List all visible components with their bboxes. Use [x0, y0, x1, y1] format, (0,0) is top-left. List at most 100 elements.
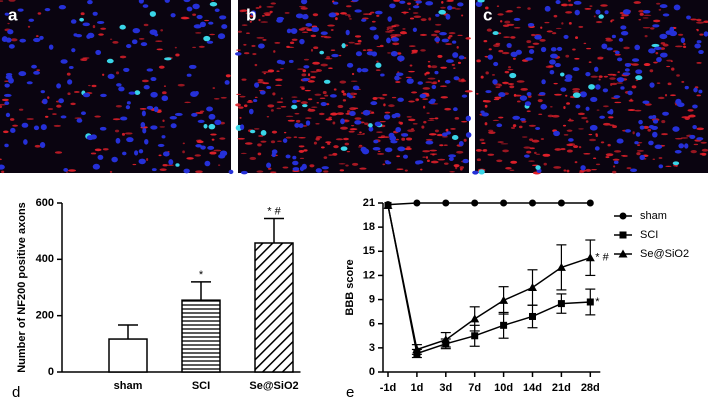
nucleus: [609, 108, 614, 115]
axon: [320, 146, 325, 149]
axon: [1, 170, 5, 174]
axon: [421, 125, 425, 129]
axon: [339, 80, 347, 84]
axon: [488, 129, 494, 132]
axon: [362, 49, 367, 51]
axon: [598, 75, 603, 78]
marker: [413, 199, 421, 207]
nucleus: [675, 98, 682, 105]
axon: [701, 148, 708, 152]
nucleus: [195, 144, 202, 148]
nucleus: [415, 0, 423, 4]
axon: [440, 66, 447, 69]
axon: [605, 37, 612, 40]
nucleus: [535, 126, 541, 131]
axon: [339, 169, 345, 172]
nucleus: [493, 61, 499, 67]
nucleus: [653, 46, 662, 51]
axon: [578, 128, 584, 130]
axon: [441, 135, 448, 138]
nucleus: [630, 168, 638, 172]
axon: [132, 163, 137, 166]
axon: [565, 94, 568, 97]
nucleus: [540, 46, 547, 53]
nucleus: [175, 163, 180, 167]
axon: [80, 58, 84, 61]
axon: [270, 109, 274, 112]
axon: [184, 101, 191, 104]
axon: [109, 170, 113, 173]
nucleus: [58, 5, 67, 10]
axon: [420, 168, 423, 171]
nucleus: [259, 90, 266, 95]
axon: [139, 108, 147, 110]
axon: [512, 124, 517, 128]
axon: [482, 149, 486, 152]
axon: [66, 171, 69, 173]
axon: [476, 93, 479, 95]
micrograph: [0, 0, 234, 175]
axon: [141, 79, 149, 83]
nucleus: [639, 154, 645, 161]
marker: [556, 262, 566, 271]
nucleus: [590, 96, 598, 103]
nucleus: [197, 119, 205, 124]
nucleus: [602, 88, 609, 93]
x-tick-label: SCI: [192, 380, 210, 392]
axon: [453, 67, 456, 69]
marker: [470, 314, 480, 323]
axon: [636, 152, 641, 156]
axon: [259, 5, 262, 9]
axon: [212, 87, 216, 89]
axon: [10, 38, 18, 42]
nucleus: [527, 23, 535, 27]
nucleus: [214, 8, 220, 12]
nucleus: [446, 59, 454, 63]
axon: [211, 0, 215, 2]
axon: [256, 36, 265, 39]
axon: [440, 85, 447, 88]
axon: [479, 138, 485, 142]
nucleus: [686, 15, 691, 20]
axon: [345, 164, 349, 167]
axon: [585, 168, 592, 172]
nucleus: [680, 37, 686, 44]
nucleus: [186, 73, 192, 77]
axon: [271, 130, 278, 134]
nucleus: [97, 154, 104, 160]
axon: [538, 113, 543, 116]
axon: [528, 138, 534, 141]
nucleus: [689, 134, 696, 140]
axon: [313, 141, 317, 145]
axon: [338, 163, 346, 165]
nucleus: [595, 9, 601, 15]
nucleus: [291, 99, 298, 104]
axon: [240, 152, 247, 155]
marker: [619, 231, 627, 239]
axon: [1, 98, 9, 102]
nucleus: [157, 143, 165, 147]
axon: [112, 118, 121, 121]
axon: [109, 38, 113, 40]
nucleus: [4, 143, 9, 148]
axon: [249, 20, 252, 23]
axon: [516, 80, 525, 83]
axon: [696, 21, 705, 24]
nucleus: [622, 9, 631, 15]
nucleus: [361, 68, 369, 73]
nucleus: [539, 92, 546, 96]
axon: [162, 119, 165, 123]
nucleus: [635, 69, 643, 75]
axon: [583, 42, 587, 45]
nucleus: [481, 112, 489, 117]
axon: [312, 61, 320, 65]
nucleus: [203, 35, 211, 42]
nucleus: [87, 0, 93, 5]
axon: [354, 35, 362, 38]
nucleus: [598, 14, 604, 19]
axon: [488, 131, 496, 134]
axon: [562, 124, 567, 127]
nucleus: [354, 9, 362, 13]
nucleus: [235, 52, 242, 56]
nucleus: [208, 113, 216, 120]
